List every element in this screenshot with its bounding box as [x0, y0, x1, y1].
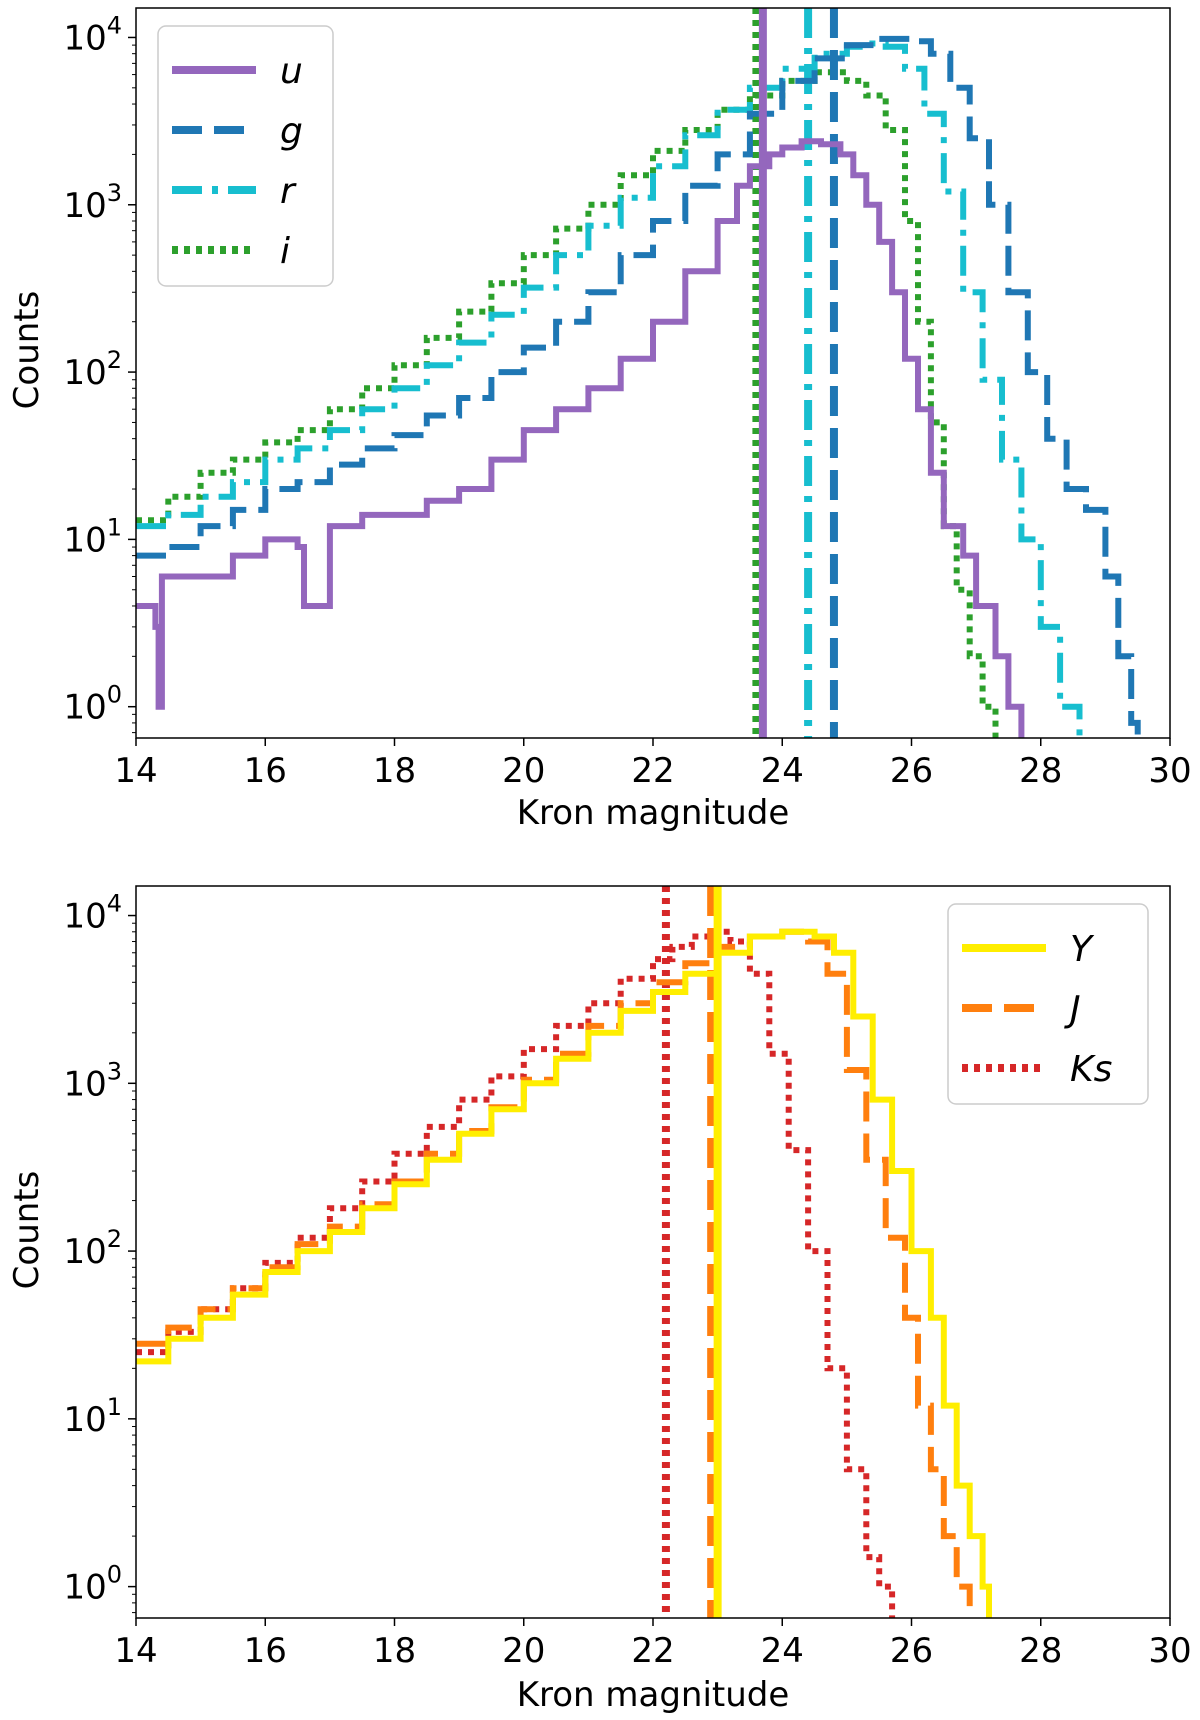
- series-i-line: [136, 69, 999, 738]
- x-tick-label: 22: [631, 751, 674, 791]
- series-y-line: [136, 928, 992, 1618]
- legend-label-r: r: [280, 171, 297, 212]
- legend-label-y: Y: [1070, 929, 1095, 970]
- x-tick-label: 24: [761, 1631, 804, 1671]
- plot-area: [136, 8, 1141, 738]
- y-tick-label: 101: [63, 1393, 122, 1440]
- y-tick-label: 104: [63, 890, 122, 937]
- chart-panel-2: 14 16 18 20 22 24 26 28 30 100 101 102 103 104 Kron ma…: [7, 885, 1192, 1715]
- plot-area: [136, 886, 992, 1618]
- x-tick-label: 24: [761, 751, 804, 791]
- x-tick-label: 16: [244, 751, 287, 791]
- legend-label-ks: Ks: [1070, 1049, 1112, 1090]
- x-tick-label: 14: [114, 751, 157, 791]
- y-tick-label: 103: [63, 1057, 122, 1104]
- y-tick-label: 100: [63, 1561, 122, 1608]
- x-tick-label: 20: [502, 751, 545, 791]
- y-axis-label: Counts: [7, 1171, 47, 1290]
- x-tick-label: 28: [1019, 1631, 1062, 1671]
- x-tick-label: 14: [114, 1631, 157, 1671]
- x-tick-label: 30: [1148, 751, 1191, 791]
- y-tick-label: 104: [63, 11, 122, 58]
- x-tick-label: 26: [890, 1631, 933, 1671]
- legend-label-i: i: [280, 231, 290, 272]
- x-tick-label: 18: [373, 1631, 416, 1671]
- x-tick-label: 30: [1148, 1631, 1191, 1671]
- y-tick-label: 101: [63, 513, 122, 560]
- legend-box: [157, 25, 334, 287]
- x-axis-label: Kron magnitude: [517, 1675, 790, 1715]
- x-tick-label: 16: [244, 1631, 287, 1671]
- x-tick-label: 22: [631, 1631, 674, 1671]
- y-tick-label: 102: [63, 346, 122, 393]
- x-tick-label: 18: [373, 751, 416, 791]
- legend-box: [947, 903, 1149, 1105]
- y-tick-label: 100: [63, 681, 122, 728]
- y-axis-label: Counts: [7, 291, 47, 410]
- y-tick-label: 103: [63, 179, 122, 226]
- series-r-line: [136, 40, 1083, 738]
- chart-panel-1: 14 16 18 20 22 24 26 28 30 100 101 102 103 104 Kron ma…: [7, 7, 1192, 833]
- series-u-line: [136, 138, 1025, 738]
- x-tick-label: 28: [1019, 751, 1062, 791]
- x-axis-label: Kron magnitude: [517, 793, 790, 833]
- legend-label-u: u: [280, 51, 303, 92]
- series-j-line: [136, 928, 973, 1618]
- series-ks-line: [136, 928, 896, 1618]
- x-tick-label: 26: [890, 751, 933, 791]
- x-tick-label: 20: [502, 1631, 545, 1671]
- y-tick-label: 102: [63, 1225, 122, 1272]
- legend-label-g: g: [280, 111, 303, 152]
- series-g-line: [136, 35, 1141, 738]
